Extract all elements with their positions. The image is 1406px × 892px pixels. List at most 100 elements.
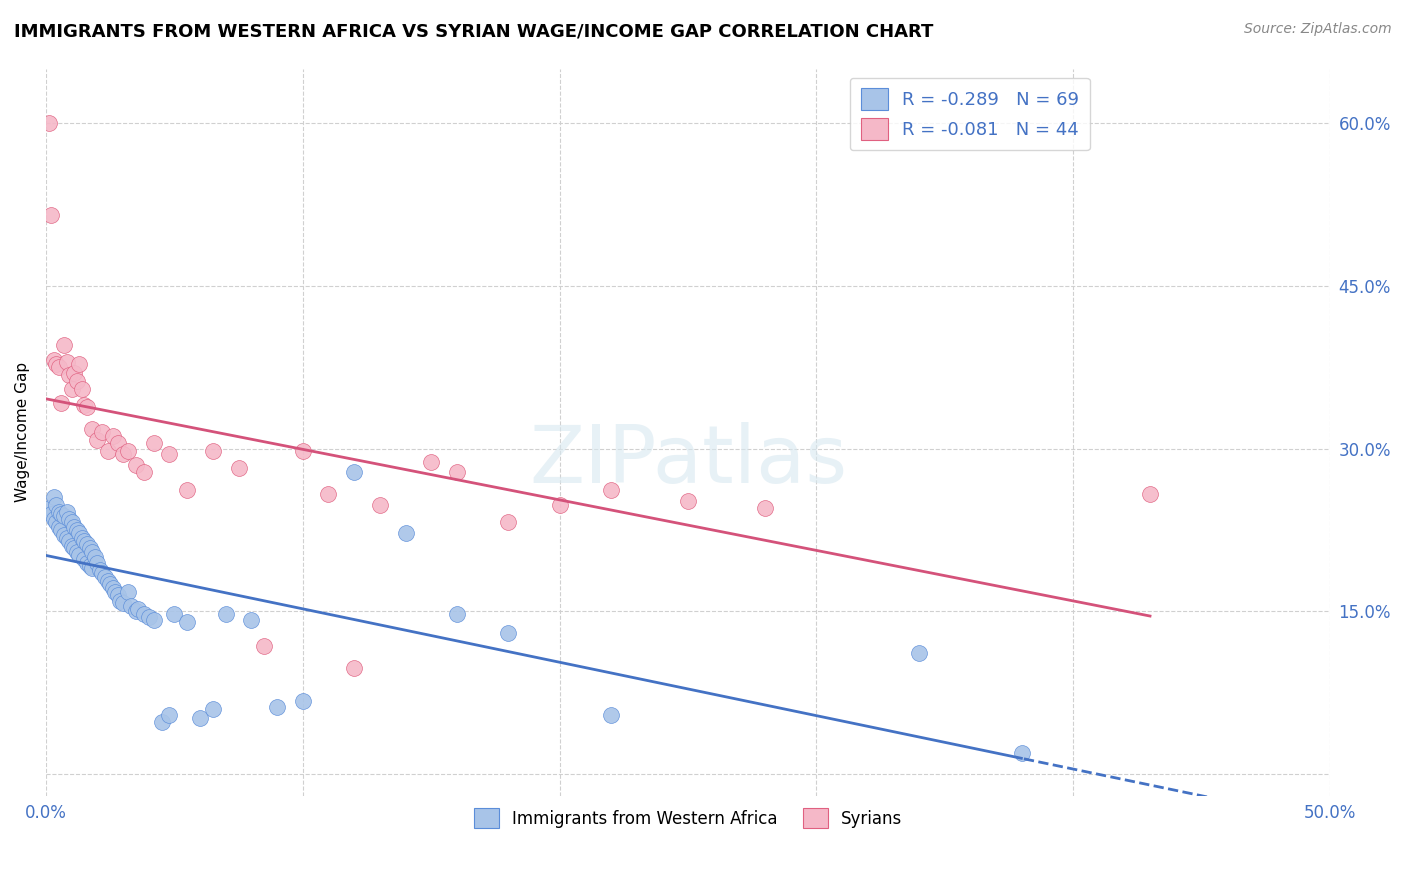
Point [97,443,120,458]
Point [117,585,139,599]
Point [39,208,62,222]
Point [42,491,65,505]
Point [86,433,108,447]
Point [266,700,288,714]
Point [101,581,124,595]
Point [368,498,391,512]
Point [125,458,148,472]
Point [253,639,276,653]
Point [117,443,139,458]
Point [60,516,83,530]
Point [97,574,120,588]
Point [63,541,86,556]
Point [73,552,96,566]
Point [98,577,121,591]
Point [58,533,80,548]
Point [63,366,86,380]
Point [45,498,67,512]
Point [132,466,155,480]
Point [55,505,77,519]
Point [60,539,83,553]
Point [76,537,98,551]
Point [676,493,699,508]
Point [318,487,340,501]
Point [498,516,520,530]
Point [55,531,77,545]
Point [67,526,90,541]
Point [38,501,60,516]
Point [157,447,180,461]
Point [104,585,127,599]
Point [138,610,160,624]
Text: Source: ZipAtlas.com: Source: ZipAtlas.com [1244,22,1392,37]
Point [107,588,129,602]
Point [51,396,73,410]
Point [66,545,89,559]
Point [343,661,366,675]
Point [446,607,468,621]
Point [110,593,132,607]
Point [132,607,155,621]
Point [120,599,142,613]
Point [101,428,124,442]
Point [111,596,134,610]
Point [176,615,198,630]
Point [70,531,93,545]
Point [76,401,98,415]
Point [86,556,108,570]
Point [52,508,75,523]
Point [91,566,114,581]
Point [1139,487,1161,501]
Point [79,558,101,573]
Point [188,711,211,725]
Point [291,443,314,458]
Point [76,556,98,570]
Point [70,382,93,396]
Point [291,693,314,707]
Point [82,561,104,575]
Point [58,368,80,382]
Point [240,613,263,627]
Point [142,613,165,627]
Point [60,382,83,396]
Point [89,563,111,577]
Point [39,507,62,521]
Y-axis label: Wage/Income Gap: Wage/Income Gap [15,362,30,502]
Legend: Immigrants from Western Africa, Syrians: Immigrants from Western Africa, Syrians [467,801,908,835]
Point [201,702,224,716]
Point [343,466,366,480]
Point [67,548,90,562]
Text: ZIPatlas: ZIPatlas [529,423,848,500]
Point [107,436,129,450]
Point [38,116,60,130]
Point [125,605,148,619]
Point [908,646,931,660]
Point [52,338,75,352]
Point [394,526,416,541]
Point [45,516,67,530]
Point [63,520,86,534]
Point [150,715,173,730]
Point [82,545,104,559]
Point [446,466,468,480]
Point [600,707,623,722]
Point [1011,746,1033,760]
Point [55,355,77,369]
Point [420,455,443,469]
Point [228,461,250,475]
Point [754,501,776,516]
Point [48,360,70,375]
Point [498,626,520,640]
Point [67,357,90,371]
Point [42,512,65,526]
Point [215,607,238,621]
Point [600,483,623,497]
Point [66,523,89,537]
Point [201,443,224,458]
Point [176,483,198,497]
Point [51,507,73,521]
Point [94,570,117,584]
Point [83,550,105,565]
Point [91,425,114,440]
Point [66,374,89,388]
